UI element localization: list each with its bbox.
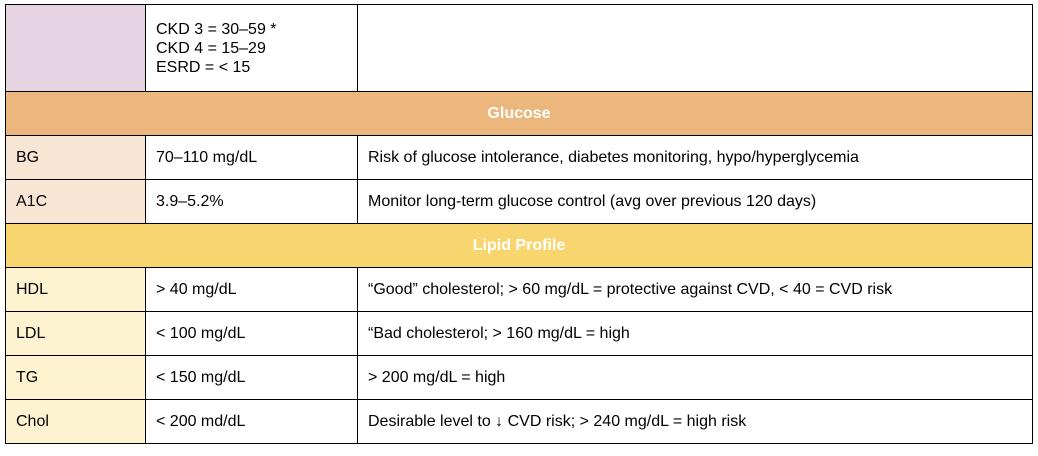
test-name: LDL [5,311,146,356]
ckd3-range: CKD 3 = 30–59 * [156,20,277,38]
section-title: Glucose [5,91,1033,136]
esrd-range: ESRD = < 15 [156,58,251,76]
section-title: Lipid Profile [5,223,1033,268]
reference-range: 70–110 mg/dL [145,135,358,180]
reference-range: 3.9–5.2% [145,179,358,224]
table-row: A1C 3.9–5.2% Monitor long-term glucose c… [5,179,1033,224]
clinical-note: > 200 mg/dL = high [357,355,1033,400]
reference-range: < 200 md/dL [145,399,358,444]
kidney-stage-row: CKD 3 = 30–59 * CKD 4 = 15–29 ESRD = < 1… [5,4,1033,92]
glucose-section-header: Glucose [5,91,1033,136]
lab-values-table: CKD 3 = 30–59 * CKD 4 = 15–29 ESRD = < 1… [5,4,1033,444]
test-name: TG [5,355,146,400]
test-name: BG [5,135,146,180]
note-cell [357,4,1033,92]
test-name: A1C [5,179,146,224]
table-row: BG 70–110 mg/dL Risk of glucose intolera… [5,135,1033,180]
table-row: LDL < 100 mg/dL “Bad cholesterol; > 160 … [5,311,1033,356]
row-label-cell [5,4,146,92]
table-row: HDL > 40 mg/dL “Good” cholesterol; > 60 … [5,267,1033,312]
lipid-section-header: Lipid Profile [5,223,1033,268]
clinical-note: “Bad cholesterol; > 160 mg/dL = high [357,311,1033,356]
clinical-note: Risk of glucose intolerance, diabetes mo… [357,135,1033,180]
test-name: HDL [5,267,146,312]
test-name: Chol [5,399,146,444]
reference-range: < 100 mg/dL [145,311,358,356]
range-cell: CKD 3 = 30–59 * CKD 4 = 15–29 ESRD = < 1… [145,4,358,92]
table-row: Chol < 200 md/dL Desirable level to ↓ CV… [5,399,1033,444]
clinical-note: Monitor long-term glucose control (avg o… [357,179,1033,224]
ckd4-range: CKD 4 = 15–29 [156,39,266,57]
table-row: TG < 150 mg/dL > 200 mg/dL = high [5,355,1033,400]
clinical-note: “Good” cholesterol; > 60 mg/dL = protect… [357,267,1033,312]
clinical-note: Desirable level to ↓ CVD risk; > 240 mg/… [357,399,1033,444]
reference-range: > 40 mg/dL [145,267,358,312]
reference-range: < 150 mg/dL [145,355,358,400]
